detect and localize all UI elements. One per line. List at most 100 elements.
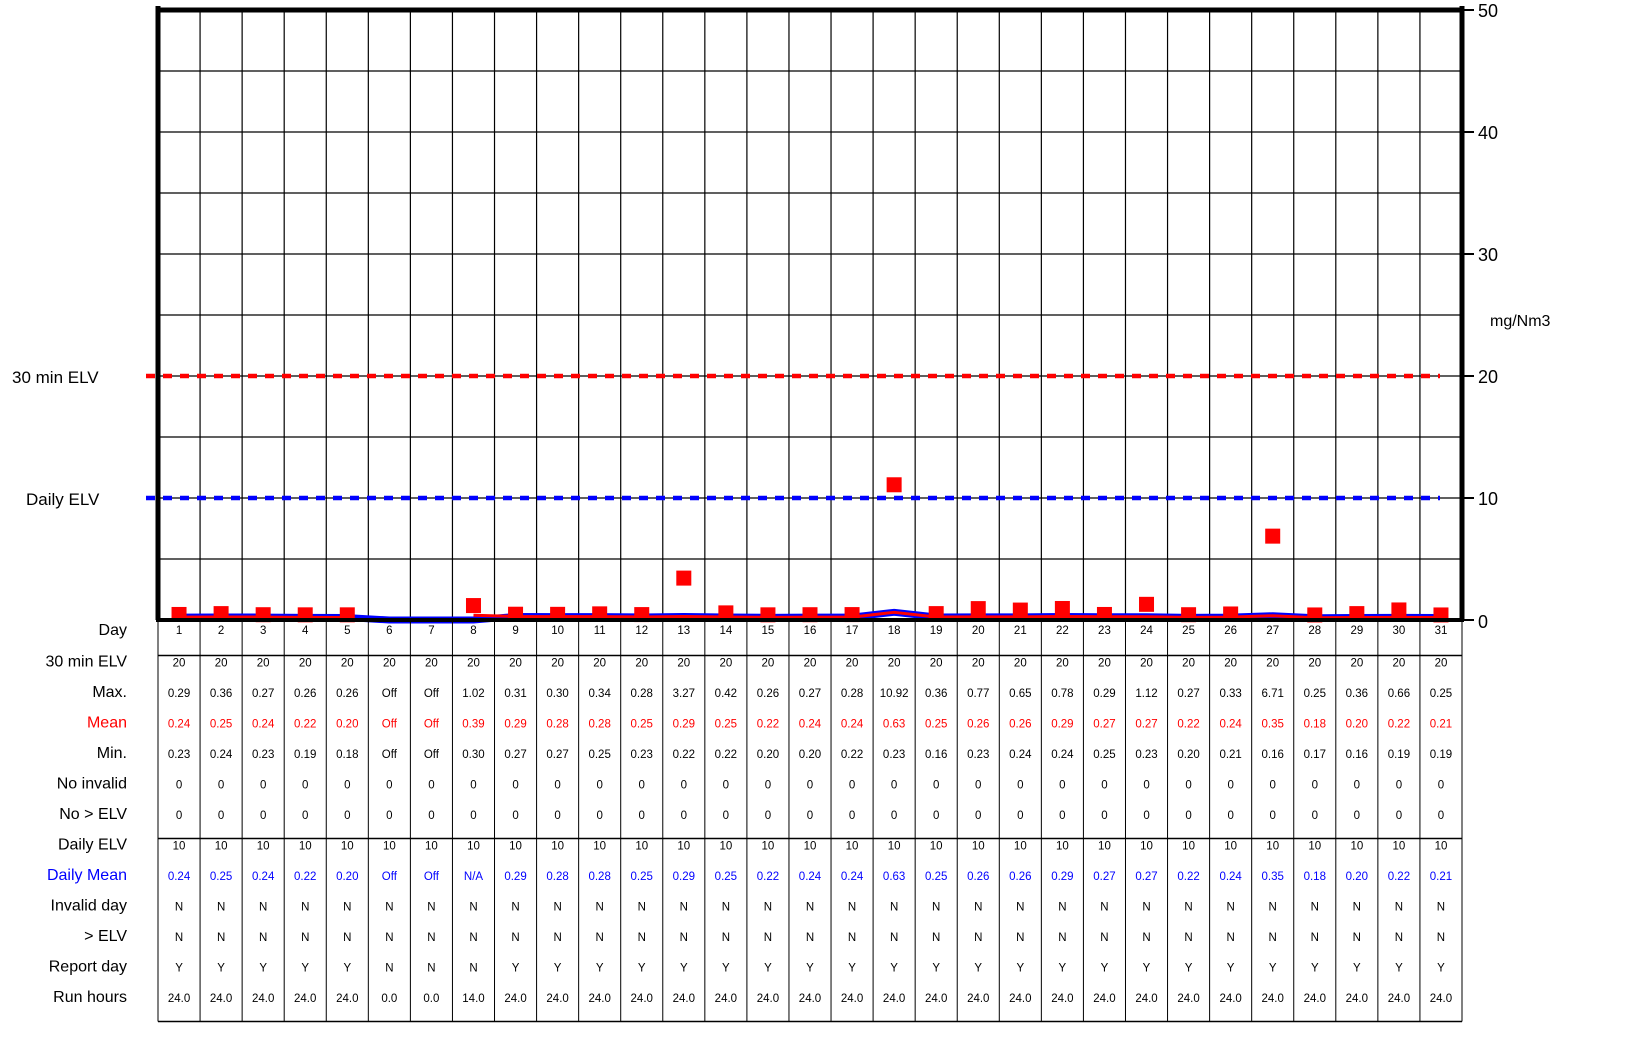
table-cell: 24.0 (967, 993, 989, 1005)
table-cell: 10 (677, 841, 690, 853)
table-cell: N (343, 902, 351, 914)
table-cell: 0.25 (1093, 749, 1115, 761)
table-cell: 10 (846, 841, 859, 853)
table-row-label: Daily Mean (47, 867, 127, 884)
table-cell: 20 (1182, 658, 1195, 670)
table-cell: 0 (639, 780, 645, 792)
table-cell: 0.27 (252, 688, 274, 700)
table-cell: N (932, 932, 940, 944)
x-tick-label: 28 (1308, 625, 1321, 637)
table-cell: 10 (719, 841, 732, 853)
table-cell: N (385, 902, 393, 914)
x-tick-label: 6 (386, 625, 392, 637)
x-tick-label: 24 (1140, 625, 1153, 637)
table-cell: 0 (344, 810, 350, 822)
table-cell: 0 (1059, 780, 1065, 792)
table-cell: 0.18 (1304, 719, 1326, 731)
table-cell: 0 (1270, 780, 1276, 792)
table-cell: 0.20 (1177, 749, 1199, 761)
table-cell: N (1016, 932, 1024, 944)
x-tick-label: 8 (470, 625, 476, 637)
table-cell: 0 (1143, 810, 1149, 822)
y-tick-label: 30 (1478, 245, 1498, 265)
y-tick-label: 0 (1478, 612, 1488, 632)
table-cell: 24.0 (841, 993, 863, 1005)
table-cell: 0 (765, 780, 771, 792)
table-cell: 0.30 (462, 749, 484, 761)
table-cell: 0.25 (715, 719, 737, 731)
table-cell: N (427, 963, 435, 975)
table-cell: 0 (554, 810, 560, 822)
table-cell: 0.35 (1262, 871, 1284, 883)
table-cell: 24.0 (168, 993, 190, 1005)
table-cell: 10 (1224, 841, 1237, 853)
table-cell: 0.26 (1009, 871, 1031, 883)
table-cell: N (469, 902, 477, 914)
table-cell: 0.78 (1051, 688, 1073, 700)
table-cell: N (1058, 902, 1066, 914)
table-cell: 20 (762, 658, 775, 670)
table-cell: Y (217, 963, 225, 975)
x-tick-label: 19 (930, 625, 943, 637)
table-cell: 10 (635, 841, 648, 853)
table-cell: 0.26 (336, 688, 358, 700)
table-cell: 0.0 (423, 993, 439, 1005)
table-cell: 0.22 (715, 749, 737, 761)
table-row-label: No invalid (57, 776, 127, 793)
table-cell: 24.0 (336, 993, 358, 1005)
table-cell: N (385, 932, 393, 944)
table-cell: 10 (888, 841, 901, 853)
table-cell: 10 (383, 841, 396, 853)
table-cell: N (1353, 932, 1361, 944)
max-value-marker (1349, 606, 1365, 622)
table-cell: N (427, 902, 435, 914)
table-cell: 0.25 (715, 871, 737, 883)
table-cell: N (1437, 902, 1445, 914)
reference-line-label: 30 min ELV (12, 368, 99, 387)
table-cell: 0 (554, 780, 560, 792)
table-cell: 24.0 (1262, 993, 1284, 1005)
table-cell: 0.22 (1177, 719, 1199, 731)
table-cell: Y (1269, 963, 1277, 975)
table-cell: 0.35 (1262, 719, 1284, 731)
table-cell: N (511, 932, 519, 944)
table-cell: N (1395, 902, 1403, 914)
table-cell: 0 (218, 810, 224, 822)
table-cell: 0.25 (1430, 688, 1452, 700)
table-cell: 0 (1396, 810, 1402, 822)
table-cell: 0.24 (799, 719, 822, 731)
table-cell: Y (1311, 963, 1319, 975)
table-cell: 0.27 (799, 688, 821, 700)
table-cell: 20 (257, 658, 270, 670)
table-cell: 0.30 (546, 688, 568, 700)
table-cell: 20 (467, 658, 480, 670)
table-row-label: Max. (92, 684, 127, 701)
table-cell: 10 (1098, 841, 1111, 853)
table-cell: 0 (260, 810, 266, 822)
table-cell: 20 (677, 658, 690, 670)
table-cell: Y (806, 963, 814, 975)
table-cell: Y (554, 963, 562, 975)
table-cell: 20 (425, 658, 438, 670)
y-tick-label: 10 (1478, 489, 1498, 509)
table-cell: 20 (551, 658, 564, 670)
table-cell: N/A (464, 871, 484, 883)
x-tick-label: 23 (1098, 625, 1111, 637)
table-cell: 20 (215, 658, 228, 670)
table-cell: 0.23 (967, 749, 989, 761)
table-cell: 24.0 (1346, 993, 1368, 1005)
table-cell: 0 (1312, 810, 1318, 822)
table-cell: 0.24 (1219, 871, 1242, 883)
table-cell: Y (1353, 963, 1361, 975)
x-tick-label: 29 (1350, 625, 1363, 637)
table-cell: 0.28 (546, 871, 568, 883)
table-cell: 10 (509, 841, 522, 853)
table-cell: 0.29 (1051, 719, 1073, 731)
table-cell: 0 (681, 810, 687, 822)
table-cell: 0.29 (673, 719, 695, 731)
table-cell: 10 (257, 841, 270, 853)
table-cell: 0 (1396, 780, 1402, 792)
table-row-label: Invalid day (51, 898, 128, 915)
table-cell: Off (424, 719, 440, 731)
